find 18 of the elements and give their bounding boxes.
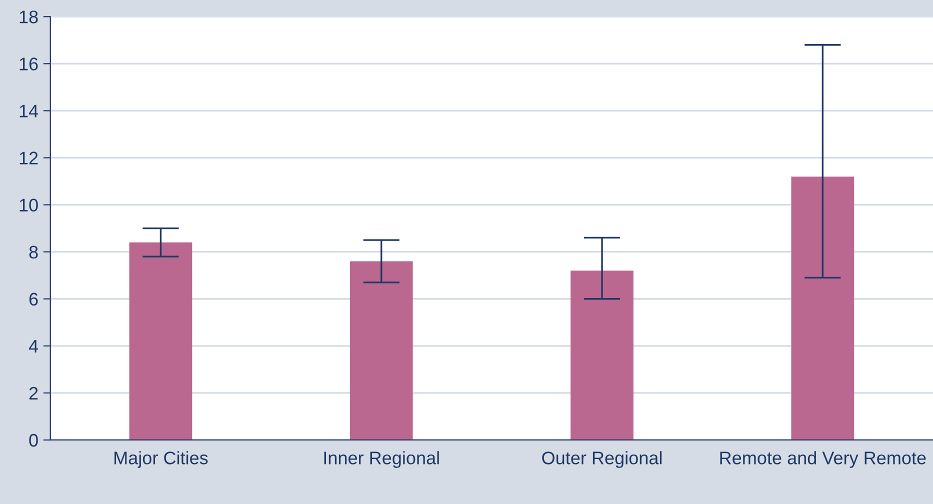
x-tick-label: Major Cities xyxy=(114,451,208,468)
y-tick-label: 6 xyxy=(29,292,38,306)
x-tick-label: Remote and Very Remote xyxy=(720,451,926,468)
y-tick-label: 16 xyxy=(20,58,38,70)
y-tick-label: 12 xyxy=(20,152,38,164)
bar xyxy=(791,176,854,440)
bar xyxy=(350,261,413,440)
y-tick-label: 0 xyxy=(29,434,38,447)
y-tick-label: 4 xyxy=(28,340,38,352)
y-tick-label: 10 xyxy=(20,198,38,212)
x-tick-label: Inner Regional xyxy=(324,451,439,468)
bar xyxy=(570,270,634,440)
x-tick-label: Outer Regional xyxy=(542,451,662,468)
y-tick-label: 18 xyxy=(20,10,38,24)
bar xyxy=(129,242,192,440)
y-tick-label: 8 xyxy=(29,246,38,259)
y-tick-label: 2 xyxy=(29,386,38,400)
y-tick-label: 14 xyxy=(20,104,38,118)
